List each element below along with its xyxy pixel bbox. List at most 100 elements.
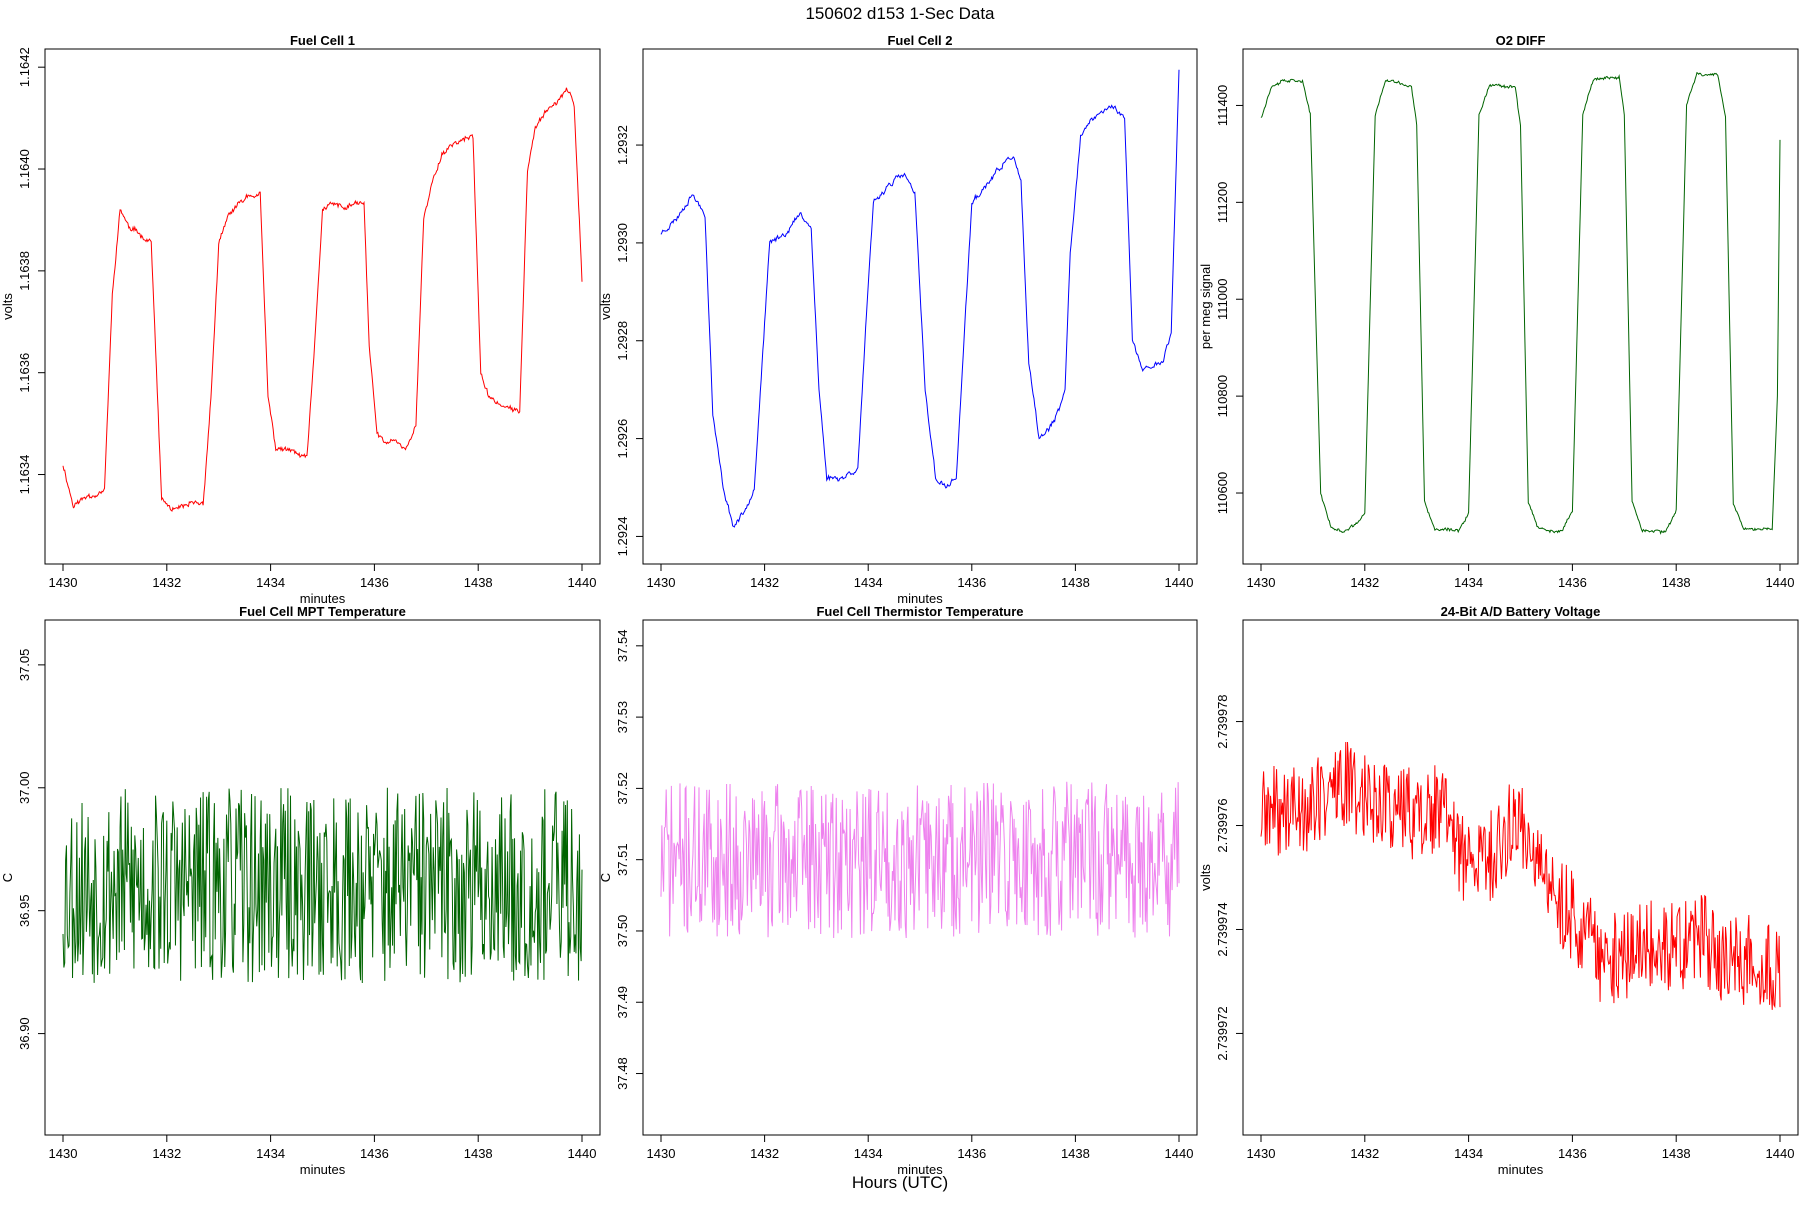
plot-frame: [1242, 619, 1799, 1136]
x-tick-label: 1440: [568, 1146, 597, 1161]
x-tick-label: 1436: [957, 1146, 986, 1161]
plot-frame: [44, 48, 601, 565]
figure-global-xlabel: Hours (UTC): [852, 1173, 948, 1192]
x-tick-label: 1440: [1165, 1146, 1194, 1161]
series-line: [660, 781, 1180, 939]
x-tick-label: 1440: [1766, 575, 1795, 590]
x-tick-label: 1438: [1662, 575, 1691, 590]
y-axis-label: volts: [0, 293, 15, 320]
x-tick-label: 1436: [360, 1146, 389, 1161]
x-tick-label: 1434: [854, 1146, 883, 1161]
y-tick-label: 37.51: [615, 843, 630, 876]
x-tick-label: 1438: [464, 1146, 493, 1161]
y-tick-label: 1.2928: [615, 321, 630, 361]
chart-panel-2: Fuel Cell 2 1430 1432 1434 1436 1438 1440 minut…: [598, 33, 1198, 606]
y-tick-label: 36.95: [17, 894, 32, 927]
chart-panel-5: Fuel Cell Thermistor Temperature 1430 1432…: [598, 604, 1198, 1177]
y-axis-label: volts: [598, 293, 613, 320]
y-axis-label: C: [0, 873, 15, 882]
x-tick-label: 1430: [49, 1146, 78, 1161]
x-tick-label: 1438: [1061, 575, 1090, 590]
x-axis-label: minutes: [300, 1162, 346, 1177]
x-tick-label: 1430: [1247, 575, 1276, 590]
y-axis-label: volts: [1198, 864, 1213, 891]
y-tick-label: 2.739974: [1215, 902, 1230, 956]
y-tick-label: 37.54: [615, 630, 630, 663]
x-tick-label: 1430: [647, 575, 676, 590]
x-tick-label: 1430: [1247, 1146, 1276, 1161]
x-tick-label: 1438: [1061, 1146, 1090, 1161]
y-axis-label: per meg signal: [1198, 264, 1213, 349]
chart-panel-6: 24-Bit A/D Battery Voltage 1430 1432 1434 14…: [1198, 604, 1799, 1177]
y-tick-label: 111200: [1215, 182, 1230, 223]
series-line: [62, 87, 583, 512]
x-axis-label: minutes: [300, 591, 346, 606]
x-tick-label: 1432: [152, 575, 181, 590]
y-tick-label: 37.50: [615, 915, 630, 948]
chart-panel-4: Fuel Cell MPT Temperature 1430 1432 1434 143…: [0, 604, 601, 1177]
chart-panel-1: Fuel Cell 1 1430 1432 1434 1436 1438 1440 minut…: [0, 33, 601, 606]
y-tick-label: 37.49: [615, 986, 630, 1019]
x-tick-label: 1440: [1165, 575, 1194, 590]
chart-panel-3: O2 DIFF 1430 1432 1434 1436 1438 1440 110600 110…: [1198, 33, 1799, 590]
x-tick-label: 1434: [1454, 1146, 1483, 1161]
x-tick-label: 1432: [1350, 575, 1379, 590]
y-tick-label: 1.2926: [615, 419, 630, 459]
y-tick-label: 110800: [1215, 375, 1230, 417]
y-tick-label: 1.2924: [615, 517, 630, 557]
x-tick-label: 1434: [1454, 575, 1483, 590]
y-tick-label: 1.1636: [17, 353, 32, 393]
series-line: [660, 69, 1180, 528]
y-tick-label: 111400: [1215, 85, 1230, 126]
x-axis-label: minutes: [897, 591, 943, 606]
y-tick-label: 1.1638: [17, 251, 32, 291]
y-tick-label: 1.1634: [17, 455, 32, 495]
x-tick-label: 1438: [1662, 1146, 1691, 1161]
y-tick-label: 37.00: [17, 772, 32, 805]
x-tick-label: 1434: [256, 575, 285, 590]
chart-title: Fuel Cell Thermistor Temperature: [816, 604, 1023, 619]
figure-suptitle: 150602 d153 1-Sec Data: [805, 4, 995, 23]
chart-title: 24-Bit A/D Battery Voltage: [1441, 604, 1601, 619]
y-tick-label: 37.48: [615, 1057, 630, 1090]
x-axis-label: minutes: [897, 1162, 943, 1177]
series-line: [1260, 741, 1781, 1010]
x-tick-label: 1430: [647, 1146, 676, 1161]
x-tick-label: 1432: [750, 575, 779, 590]
series-line: [62, 787, 583, 984]
x-tick-label: 1430: [49, 575, 78, 590]
x-tick-label: 1436: [360, 575, 389, 590]
plot-frame: [642, 48, 1198, 565]
x-tick-label: 1440: [568, 575, 597, 590]
plot-frame: [44, 619, 601, 1136]
y-tick-label: 1.1642: [17, 47, 32, 87]
y-tick-label: 2.739978: [1215, 694, 1230, 748]
plot-frame: [1242, 48, 1799, 565]
chart-title: Fuel Cell 1: [290, 33, 355, 48]
x-tick-label: 1432: [750, 1146, 779, 1161]
x-tick-label: 1438: [464, 575, 493, 590]
y-tick-label: 37.53: [615, 701, 630, 734]
panels: Fuel Cell 1 1430 1432 1434 1436 1438 1440 minut…: [0, 33, 1799, 1177]
y-tick-label: 2.739976: [1215, 798, 1230, 852]
y-tick-label: 36.90: [17, 1017, 32, 1050]
series-line: [1260, 71, 1781, 535]
x-tick-label: 1436: [957, 575, 986, 590]
y-axis-label: C: [598, 873, 613, 882]
y-tick-label: 2.739972: [1215, 1006, 1230, 1060]
chart-title: Fuel Cell MPT Temperature: [239, 604, 406, 619]
y-tick-label: 110600: [1215, 472, 1230, 514]
chart-title: Fuel Cell 2: [887, 33, 952, 48]
chart-title: O2 DIFF: [1496, 33, 1546, 48]
y-tick-label: 37.52: [615, 772, 630, 805]
x-tick-label: 1436: [1558, 575, 1587, 590]
x-tick-label: 1436: [1558, 1146, 1587, 1161]
x-tick-label: 1432: [152, 1146, 181, 1161]
x-axis-label: minutes: [1498, 1162, 1544, 1177]
x-tick-label: 1432: [1350, 1146, 1379, 1161]
y-tick-label: 1.2932: [615, 125, 630, 165]
x-tick-label: 1440: [1766, 1146, 1795, 1161]
y-tick-label: 1.2930: [615, 223, 630, 263]
